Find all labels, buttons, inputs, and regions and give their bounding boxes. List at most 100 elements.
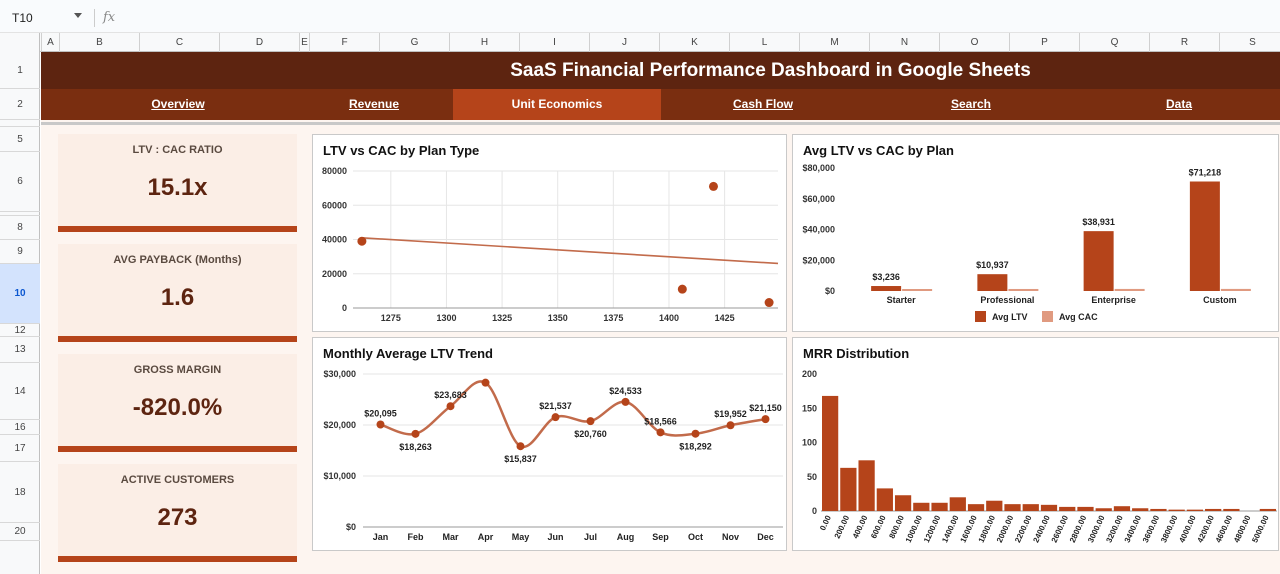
histogram-bar[interactable]: [1223, 508, 1240, 511]
row-header-cell[interactable]: 6: [0, 152, 40, 212]
column-header-cell[interactable]: S: [1219, 33, 1280, 52]
histogram-bar[interactable]: [1132, 508, 1149, 511]
histogram-bar[interactable]: [876, 488, 893, 511]
row-header-cell[interactable]: 5: [0, 127, 40, 152]
line-point[interactable]: [621, 397, 630, 406]
chart-ltv-vs-cac-scatter[interactable]: 1275 1300 1325 1350 1375 1400 1425 0 20000 40000 6…: [312, 134, 787, 332]
row-header-cell[interactable]: 16: [0, 420, 40, 435]
bar-avg-ltv[interactable]: [1189, 181, 1220, 291]
scatter-point[interactable]: [708, 181, 718, 191]
select-all-corner[interactable]: [0, 33, 40, 52]
chart-mrr-distribution[interactable]: 0 50 100 150 200 0.00 200.00 400.00 600.00 800.00…: [792, 337, 1279, 551]
line-point[interactable]: [726, 421, 735, 430]
column-header-cell[interactable]: J: [589, 33, 659, 52]
column-header-cell[interactable]: B: [59, 33, 139, 52]
histogram-bar[interactable]: [1186, 509, 1204, 511]
x-tick-label: Aug: [617, 532, 635, 542]
histogram-bar[interactable]: [1059, 506, 1076, 511]
histogram-bar[interactable]: [858, 460, 875, 511]
histogram-bar[interactable]: [1004, 504, 1021, 511]
nav-tab-revenue[interactable]: Revenue: [348, 97, 400, 111]
line-point[interactable]: [376, 420, 385, 429]
line-point[interactable]: [691, 429, 700, 438]
column-header-cell[interactable]: A: [41, 33, 59, 52]
scatter-point[interactable]: [677, 284, 687, 294]
column-header-cell[interactable]: G: [379, 33, 449, 52]
scatter-point[interactable]: [357, 236, 367, 246]
row-header-cell[interactable]: 2: [0, 89, 40, 120]
line-point[interactable]: [516, 442, 525, 451]
histogram-bar[interactable]: [1150, 508, 1167, 511]
kpi-label: LTV : CAC RATIO: [132, 144, 223, 156]
column-header-cell[interactable]: Q: [1079, 33, 1149, 52]
histogram-bar[interactable]: [1205, 508, 1222, 511]
row-header-cell[interactable]: [0, 212, 40, 216]
bar-avg-cac[interactable]: [1008, 288, 1039, 291]
line-point[interactable]: [551, 413, 560, 422]
line-point[interactable]: [446, 402, 455, 411]
row-header-cell[interactable]: 20: [0, 523, 40, 541]
column-header-cell[interactable]: F: [309, 33, 379, 52]
column-header-cell[interactable]: O: [939, 33, 1009, 52]
histogram-bar[interactable]: [949, 497, 966, 511]
bar-avg-ltv[interactable]: [977, 274, 1008, 291]
chart-monthly-ltv-trend[interactable]: $0 $10,000 $20,000 $30,000 $20,095 Jan $18,263…: [312, 337, 787, 551]
histogram-bar[interactable]: [986, 500, 1003, 511]
row-header-cell[interactable]: 18: [0, 462, 40, 523]
nav-tab-unit-economics[interactable]: Unit Economics: [453, 89, 661, 120]
histogram-bar[interactable]: [840, 467, 857, 511]
line-point[interactable]: [481, 378, 490, 387]
histogram-bar[interactable]: [967, 504, 985, 511]
column-header-cell[interactable]: K: [659, 33, 729, 52]
row-header-cell[interactable]: [0, 120, 40, 127]
nav-tab-data[interactable]: Data: [1165, 97, 1192, 111]
nav-tab-search[interactable]: Search: [950, 97, 992, 111]
column-header-cell[interactable]: H: [449, 33, 519, 52]
row-header-cell[interactable]: 12: [0, 324, 40, 337]
column-header-cell[interactable]: D: [219, 33, 299, 52]
bar-avg-ltv[interactable]: [871, 286, 902, 291]
bar-avg-ltv[interactable]: [1083, 231, 1114, 291]
nav-tab-overview[interactable]: Overview: [151, 97, 205, 111]
column-header-cell[interactable]: C: [139, 33, 219, 52]
histogram-bar[interactable]: [1095, 508, 1112, 511]
column-header-cell[interactable]: L: [729, 33, 799, 52]
histogram-bar[interactable]: [913, 502, 930, 511]
scatter-point[interactable]: [764, 298, 774, 308]
name-box[interactable]: T10: [12, 11, 33, 25]
row-header-cell[interactable]: 1: [0, 52, 40, 89]
line-point[interactable]: [411, 429, 420, 438]
column-header-cell[interactable]: I: [519, 33, 589, 52]
histogram-bar[interactable]: [1022, 504, 1039, 511]
chart-avg-ltv-cac-bar[interactable]: $0 $20,000 $40,000 $60,000 $80,000 $3,236 Star…: [792, 134, 1279, 332]
row-header-cell[interactable]: 17: [0, 435, 40, 462]
bar-avg-cac[interactable]: [1114, 288, 1145, 291]
histogram-bar[interactable]: [1168, 509, 1185, 511]
column-header-cell[interactable]: M: [799, 33, 869, 52]
bar-avg-cac[interactable]: [902, 289, 933, 291]
histogram-bar[interactable]: [1040, 504, 1058, 511]
line-point[interactable]: [656, 428, 665, 437]
histogram-bar[interactable]: [894, 495, 912, 511]
row-header-cell[interactable]: 10: [0, 264, 40, 324]
line-point[interactable]: [586, 417, 595, 426]
nav-tab-cash-flow[interactable]: Cash Flow: [732, 97, 793, 111]
histogram-bar[interactable]: [931, 502, 948, 511]
column-header-cell[interactable]: N: [869, 33, 939, 52]
bar-avg-cac[interactable]: [1220, 288, 1251, 291]
row-header-cell[interactable]: 9: [0, 240, 40, 264]
data-label: $21,537: [539, 401, 572, 411]
histogram-bar[interactable]: [1077, 506, 1094, 511]
freeze-divider[interactable]: [41, 122, 1280, 125]
row-header-cell[interactable]: 14: [0, 363, 40, 420]
line-point[interactable]: [761, 415, 770, 424]
row-header-cell[interactable]: 13: [0, 337, 40, 363]
histogram-bar[interactable]: [822, 395, 839, 511]
histogram-bar[interactable]: [1113, 506, 1131, 511]
histogram-bar[interactable]: [1259, 508, 1276, 511]
row-header-cell[interactable]: 8: [0, 216, 40, 240]
column-header-cell[interactable]: E: [299, 33, 309, 52]
column-header-cell[interactable]: R: [1149, 33, 1219, 52]
column-header-cell[interactable]: P: [1009, 33, 1079, 52]
chevron-down-icon[interactable]: [74, 13, 82, 18]
